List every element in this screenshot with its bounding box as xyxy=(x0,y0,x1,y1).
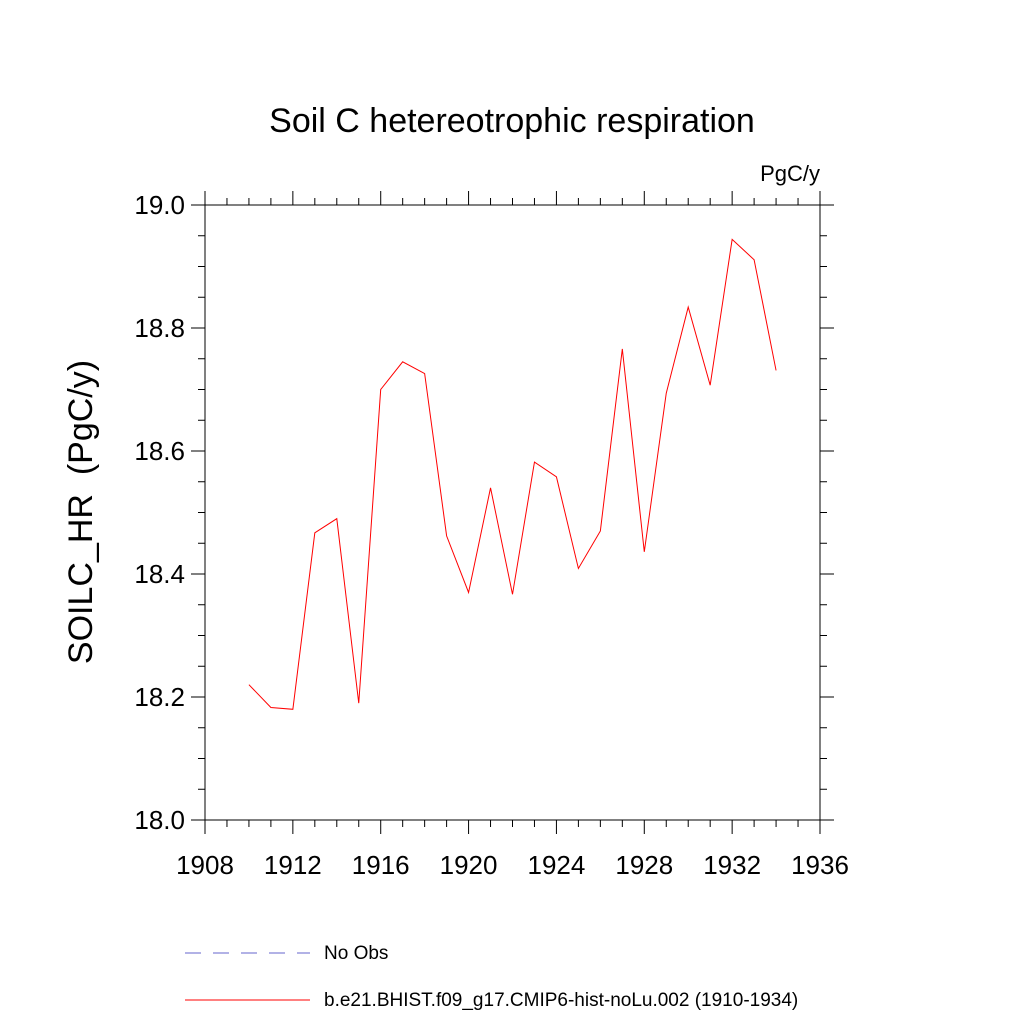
x-tick-label: 1916 xyxy=(352,850,410,880)
legend-label-no-obs: No Obs xyxy=(324,943,388,964)
x-tick-label: 1908 xyxy=(176,850,234,880)
x-tick-label: 1936 xyxy=(791,850,849,880)
units-label: PgC/y xyxy=(760,161,820,186)
x-tick-label: 1932 xyxy=(703,850,761,880)
x-tick-labels: 1908 1912 1916 1920 1924 1928 1932 1936 xyxy=(176,850,849,880)
legend: No Obs b.e21.BHIST.f09_g17.CMIP6-hist-no… xyxy=(185,943,798,1011)
x-tick-label: 1924 xyxy=(528,850,586,880)
axis-ticks xyxy=(191,191,834,834)
y-tick-label: 18.6 xyxy=(134,436,185,466)
y-tick-label: 18.0 xyxy=(134,805,185,835)
series-line-model xyxy=(248,238,777,710)
y-tick-label: 18.2 xyxy=(134,682,185,712)
y-tick-label: 18.8 xyxy=(134,313,185,343)
x-tick-label: 1912 xyxy=(264,850,322,880)
y-tick-labels: 18.0 18.2 18.4 18.6 18.8 19.0 xyxy=(134,190,185,835)
series-lines xyxy=(248,238,777,710)
y-tick-label: 18.4 xyxy=(134,559,185,589)
legend-label-model: b.e21.BHIST.f09_g17.CMIP6-hist-noLu.002 … xyxy=(324,990,798,1011)
y-axis-label: SOILC_HR (PgC/y) xyxy=(62,360,100,664)
plot-frame xyxy=(204,204,821,821)
y-tick-label: 19.0 xyxy=(134,190,185,220)
chart-title: Soil C hetereotrophic respiration xyxy=(269,102,755,140)
x-tick-label: 1920 xyxy=(440,850,498,880)
x-tick-label: 1928 xyxy=(615,850,673,880)
